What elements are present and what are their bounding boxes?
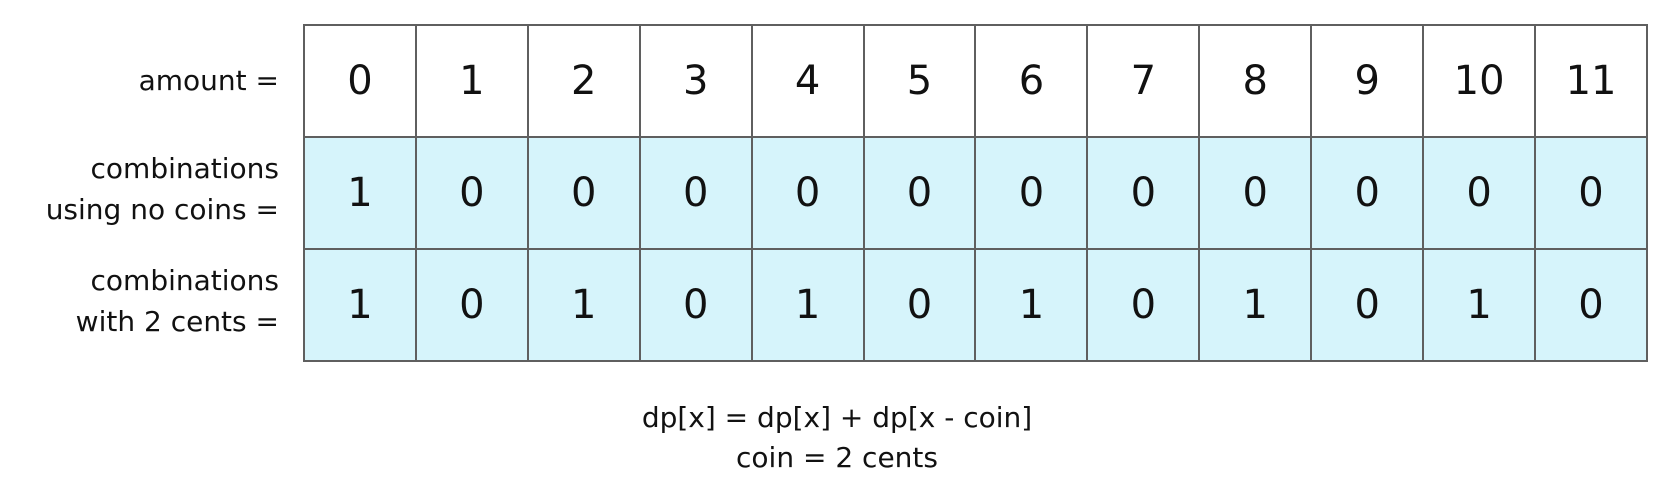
no-coins-cell: 0 xyxy=(1086,136,1199,248)
amount-row-label: amount = xyxy=(139,60,279,101)
no-coins-cell: 0 xyxy=(862,136,975,248)
two-cents-cell: 1 xyxy=(974,248,1087,360)
no-coins-cell: 0 xyxy=(1534,136,1646,248)
no-coins-cell: 0 xyxy=(1310,136,1423,248)
two-cents-cell: 0 xyxy=(638,248,751,360)
formula-line-2: coin = 2 cents xyxy=(736,441,938,474)
dp-table: 0 1 2 3 4 5 6 7 8 9 10 11 1 0 0 0 0 0 0 0 0 0 0 0 1 0 1 0 1 0 1 0 1 0 1 0 xyxy=(303,24,1648,362)
amount-cell: 7 xyxy=(1086,24,1199,136)
two-cents-cell: 1 xyxy=(1198,248,1311,360)
amount-cell: 9 xyxy=(1310,24,1423,136)
no-coins-cell: 0 xyxy=(974,136,1087,248)
amount-cell: 6 xyxy=(974,24,1087,136)
two-cents-cell: 0 xyxy=(1310,248,1423,360)
two-cents-cell: 0 xyxy=(414,248,527,360)
amount-cell: 11 xyxy=(1534,24,1646,136)
no-coins-label-line-1: combinations xyxy=(90,152,279,185)
amount-cell: 2 xyxy=(526,24,639,136)
two-cents-cell: 1 xyxy=(526,248,639,360)
two-cents-cell: 1 xyxy=(303,248,415,360)
no-coins-label-line-2: using no coins = xyxy=(45,193,279,226)
two-cents-cell: 1 xyxy=(750,248,863,360)
amount-cell: 0 xyxy=(303,24,415,136)
amount-cell: 8 xyxy=(1198,24,1311,136)
no-coins-cell: 0 xyxy=(638,136,751,248)
no-coins-cell: 0 xyxy=(750,136,863,248)
no-coins-cell: 0 xyxy=(1198,136,1311,248)
two-cents-label-line-1: combinations xyxy=(90,264,279,297)
two-cents-cell: 0 xyxy=(862,248,975,360)
two-cents-cell: 0 xyxy=(1534,248,1646,360)
amount-cell: 3 xyxy=(638,24,751,136)
no-coins-cell: 0 xyxy=(526,136,639,248)
dp-formula: dp[x] = dp[x] + dp[x - coin] coin = 2 ce… xyxy=(0,398,1674,478)
no-coins-cell: 0 xyxy=(1422,136,1535,248)
two-cents-row-label: combinations with 2 cents = xyxy=(76,260,279,342)
amount-cell: 1 xyxy=(414,24,527,136)
amount-cell: 5 xyxy=(862,24,975,136)
two-cents-cell: 1 xyxy=(1422,248,1535,360)
two-cents-cell: 0 xyxy=(1086,248,1199,360)
amount-cell: 10 xyxy=(1422,24,1535,136)
amount-cell: 4 xyxy=(750,24,863,136)
two-cents-label-line-2: with 2 cents = xyxy=(75,305,279,338)
amount-label-line: amount = xyxy=(138,64,279,97)
formula-line-1: dp[x] = dp[x] + dp[x - coin] xyxy=(641,401,1033,434)
no-coins-cell: 1 xyxy=(303,136,415,248)
no-coins-cell: 0 xyxy=(414,136,527,248)
no-coins-row-label: combinations using no coins = xyxy=(46,148,279,230)
